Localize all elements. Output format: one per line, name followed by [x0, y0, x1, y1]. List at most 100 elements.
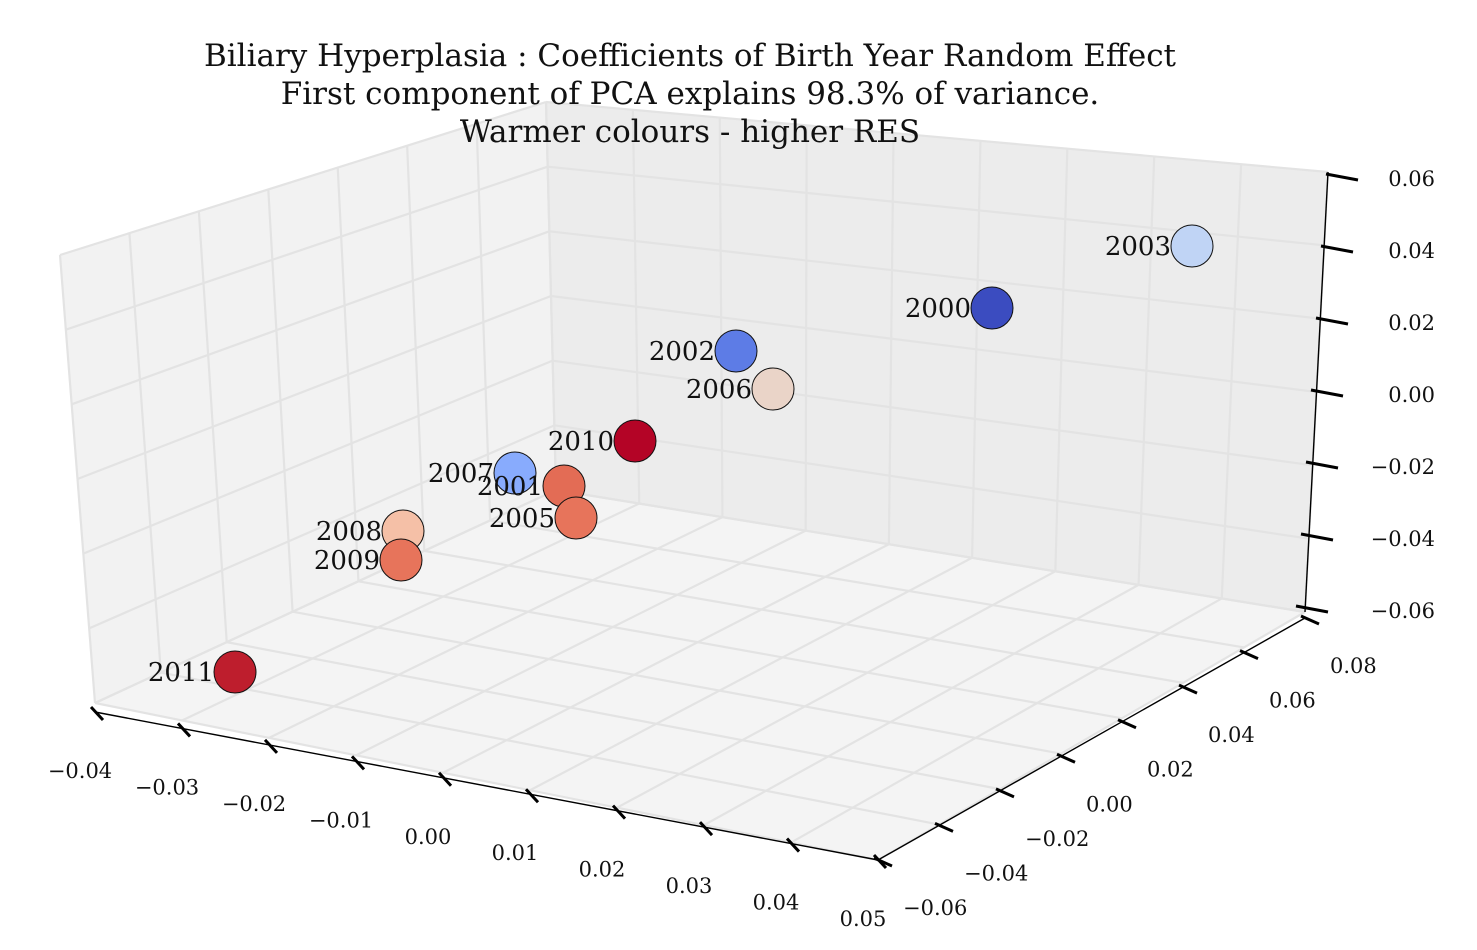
floor-grid-x-7 [703, 583, 1140, 827]
floor-grid-x-2 [268, 516, 723, 739]
floor-grid-x-4 [442, 543, 890, 774]
x-ticks: −0.04 −0.03 −0.02 −0.01 0.00 0.01 0.02 0.03 0.04… [48, 705, 888, 931]
x-tick-label: −0.02 [222, 792, 286, 816]
left-pane-grid-z-0 [94, 489, 557, 704]
y-ticks: −0.06 −0.04 −0.02 0.00 0.02 0.04 0.06 0.08 [873, 614, 1377, 920]
y-tick-mark [1056, 752, 1076, 764]
z-ticks: −0.06 −0.04 −0.02 0.00 0.02 0.04 0.06 [1295, 167, 1435, 623]
data-point-2005 [554, 496, 598, 540]
grid-lines [58, 100, 1330, 862]
y-tick-mark [1178, 683, 1198, 695]
right-pane-grid-z-1 [554, 424, 1309, 540]
floor-grid-y-6 [489, 519, 1245, 649]
floor-grid-y-4 [358, 580, 1123, 720]
data-point-2006 [751, 367, 795, 411]
y-tick-label: −0.06 [903, 896, 967, 920]
point-label-2010: 2010 [548, 427, 614, 457]
back-left-pane [60, 102, 556, 703]
floor-grid-x-3 [355, 529, 807, 757]
y-tick-mark [934, 822, 954, 833]
z-tick-label: −0.06 [1371, 599, 1435, 623]
z-tick-label: 0.02 [1388, 311, 1435, 335]
left-pane-grid-z-5 [65, 165, 549, 331]
x-tick-label: −0.04 [48, 759, 112, 783]
x-tick-mark [524, 788, 540, 804]
x-tick-mark [611, 804, 627, 820]
z-tick-mark [1300, 532, 1334, 542]
data-point-2003 [1170, 224, 1214, 268]
x-tick-label: 0.00 [405, 825, 452, 849]
x-tick-mark [176, 722, 192, 738]
y-tick-label: −0.02 [1025, 827, 1089, 851]
y-tick-mark [995, 787, 1015, 799]
z-tick-label: 0.06 [1388, 167, 1435, 191]
left-pane-grid-z-1 [88, 424, 555, 630]
x-tick-label: 0.04 [753, 891, 800, 915]
z-tick-mark [1315, 316, 1349, 326]
z-tick-label: −0.02 [1371, 455, 1435, 479]
right-pane-grid-z-0 [555, 488, 1306, 614]
data-point-2010 [613, 419, 657, 463]
point-label-2001: 2001 [477, 472, 543, 502]
z-tick-mark [1320, 244, 1354, 254]
floor-pane [95, 490, 1305, 860]
point-label-2011: 2011 [148, 658, 214, 688]
left-pane-grid-z-4 [71, 230, 550, 406]
point-label-2006: 2006 [686, 375, 752, 405]
z-tick-label: 0.00 [1388, 383, 1435, 407]
data-point-2000 [970, 286, 1014, 330]
point-label-2005: 2005 [489, 504, 555, 534]
z-tick-mark [1305, 460, 1339, 470]
floor-grid-y-5 [424, 549, 1184, 684]
z-tick-label: −0.04 [1371, 527, 1435, 551]
z-tick-label: 0.04 [1388, 239, 1435, 263]
data-point-2009 [379, 538, 423, 582]
x-tick-mark [350, 755, 366, 771]
y-tick-label: 0.06 [1269, 689, 1316, 713]
y-tick-label: 0.04 [1208, 723, 1255, 747]
y-tick-label: −0.04 [964, 861, 1028, 885]
title-line-2: First component of PCA explains 98.3% of… [281, 76, 1100, 112]
x-tick-label: −0.03 [135, 775, 199, 799]
x-tick-label: 0.03 [666, 874, 713, 898]
point-label-2002: 2002 [649, 337, 715, 367]
y-tick-mark [1117, 718, 1137, 730]
x-tick-label: 0.01 [492, 841, 539, 865]
floor-grid-x-5 [529, 556, 973, 792]
left-pane-grid-z-3 [77, 294, 552, 481]
right-pane-grid-z-2 [552, 359, 1313, 467]
x-tick-label: 0.02 [579, 858, 626, 882]
back-right-pane [546, 102, 1328, 612]
floor-grid-y-0 [94, 701, 879, 862]
point-label-2009: 2009 [314, 546, 380, 576]
x-tick-mark [698, 821, 714, 837]
floor-grid-x-9 [877, 611, 1306, 861]
floor-grid-y-1 [160, 671, 940, 826]
right-pane-grid-z-3 [550, 294, 1317, 394]
x-tick-mark [785, 837, 801, 853]
y-tick-label: 0.08 [1330, 654, 1377, 678]
x-tick-mark [437, 771, 453, 787]
point-label-2008: 2008 [316, 517, 382, 547]
left-pane-grid-z-2 [82, 359, 554, 555]
x-tick-mark [263, 738, 279, 754]
title-line-3: Warmer colours - higher RES [460, 114, 920, 150]
right-pane-grid-z-4 [549, 230, 1321, 320]
point-label-2007: 2007 [428, 459, 494, 489]
x-tick-label: −0.01 [309, 808, 373, 832]
floor-grid-x-6 [616, 570, 1056, 809]
z-tick-mark [1325, 172, 1359, 182]
y-tick-label: 0.02 [1147, 758, 1194, 782]
y-tick-mark [1300, 614, 1320, 626]
left-pane-grid-z-6 [59, 100, 547, 257]
floor-grid-x-1 [181, 502, 640, 722]
floor-grid-y-2 [226, 641, 1001, 791]
data-point-2002 [714, 329, 758, 373]
z-tick-mark [1295, 604, 1329, 614]
y-tick-mark [1239, 649, 1259, 660]
y-axis-line [877, 617, 1306, 861]
chart-title: Biliary Hyperplasia : Coefficients of Bi… [204, 38, 1177, 150]
